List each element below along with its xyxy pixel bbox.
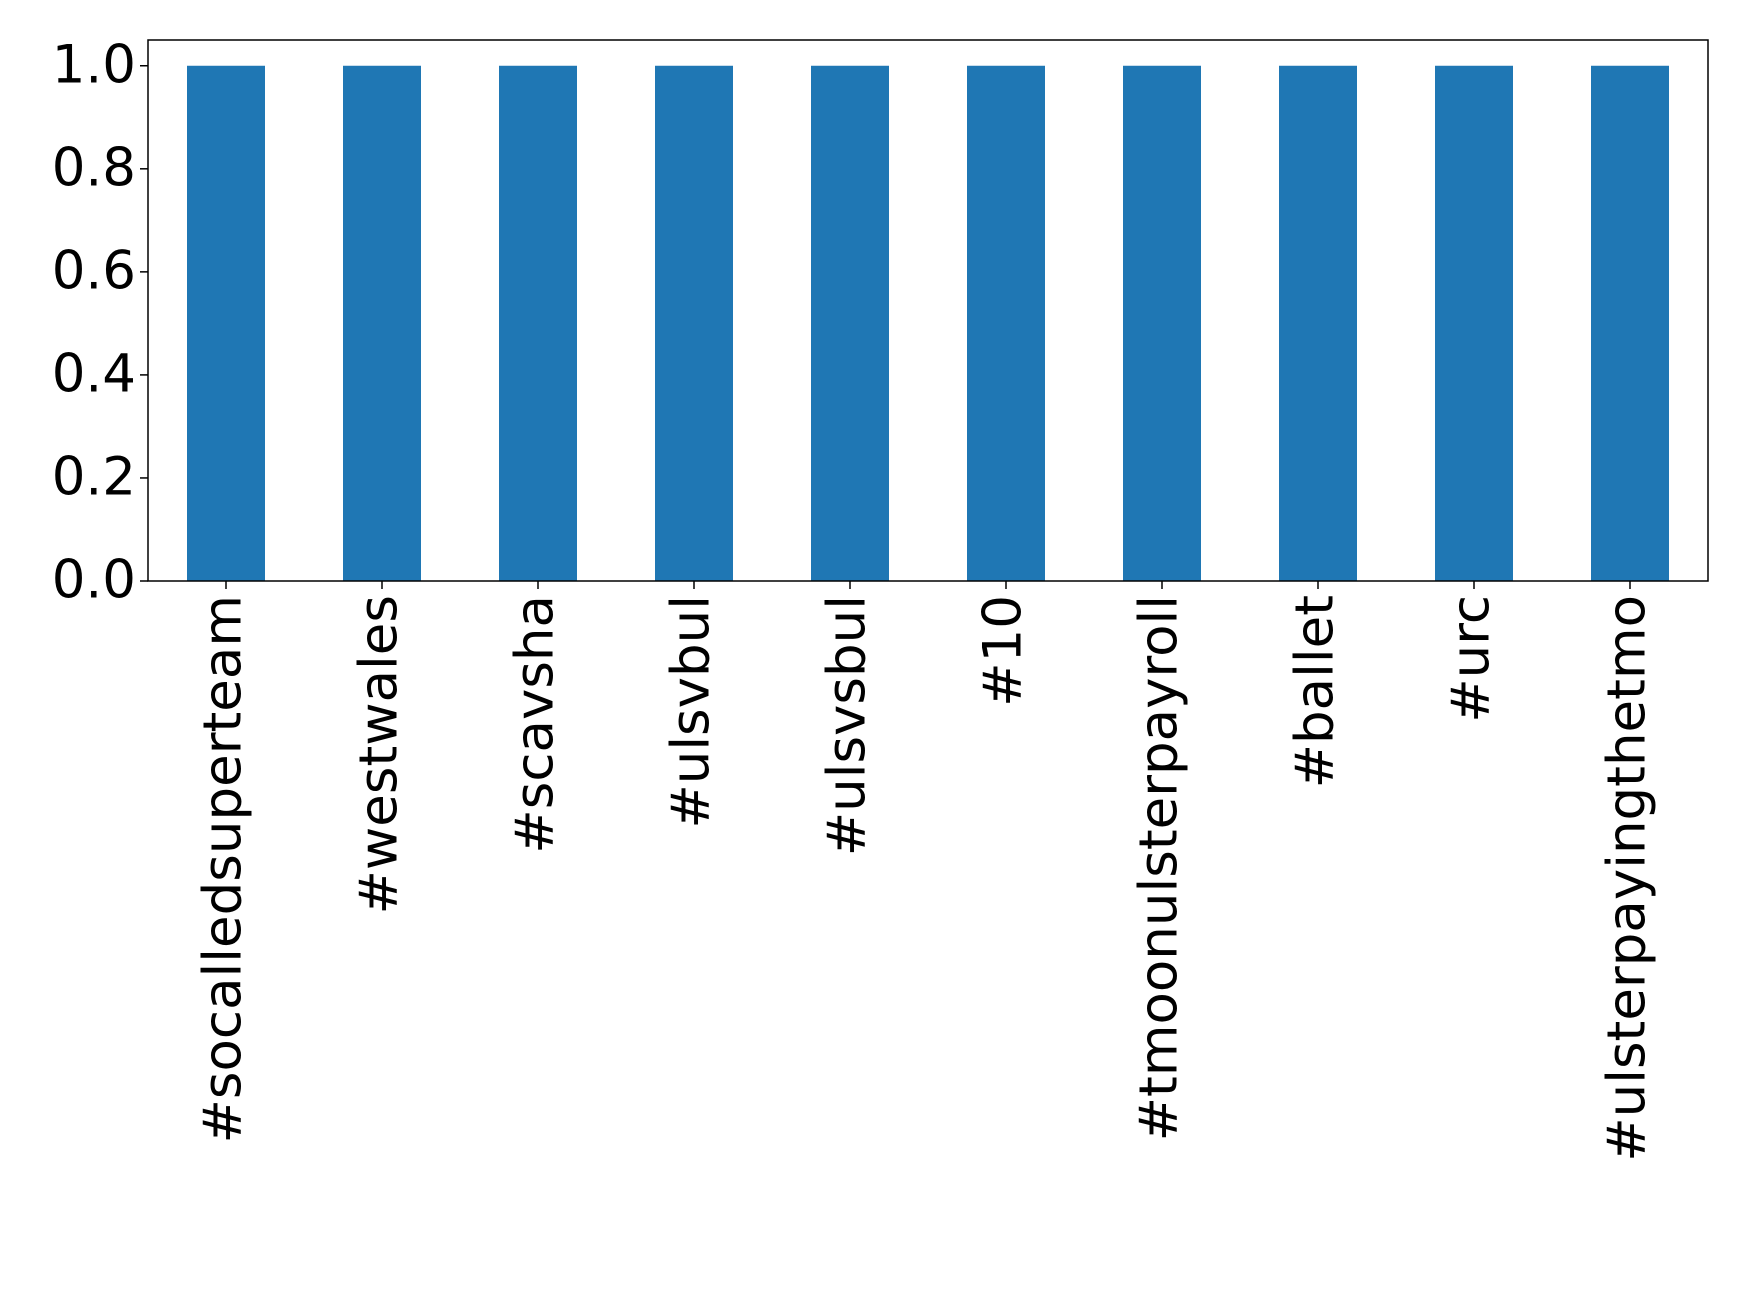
x-tick-label: #westwales	[349, 595, 410, 915]
x-tick-label: #socalledsuperteam	[193, 595, 254, 1144]
bar	[343, 65, 421, 581]
y-tick-label: 0.8	[52, 137, 136, 198]
plot-frame	[147, 39, 1709, 582]
x-tick-label: #10	[973, 595, 1034, 707]
bar	[1435, 65, 1513, 581]
y-tick-label: 0.6	[52, 240, 136, 301]
y-tick-label: 1.0	[52, 34, 136, 95]
x-tick-label: #ulsvsbul	[817, 595, 878, 856]
bar	[187, 65, 265, 581]
bar	[1123, 65, 1201, 581]
x-tick-label: #urc	[1441, 595, 1502, 723]
bar	[811, 65, 889, 581]
x-tick-label: #tmoonulsterpayroll	[1129, 595, 1190, 1141]
x-tick-label: #ballet	[1285, 595, 1346, 788]
x-tick-label: #ulsvbul	[661, 595, 722, 829]
bar	[655, 65, 733, 581]
x-tick-label: #scavsha	[505, 595, 566, 854]
bar	[1591, 65, 1669, 581]
bar	[1279, 65, 1357, 581]
bar	[499, 65, 577, 581]
y-tick-label: 0.0	[52, 550, 136, 611]
x-tick-label: #ulsterpayingthetmo	[1597, 595, 1658, 1162]
bar	[967, 65, 1045, 581]
y-tick-label: 0.4	[52, 344, 136, 405]
y-tick-label: 0.2	[52, 447, 136, 508]
